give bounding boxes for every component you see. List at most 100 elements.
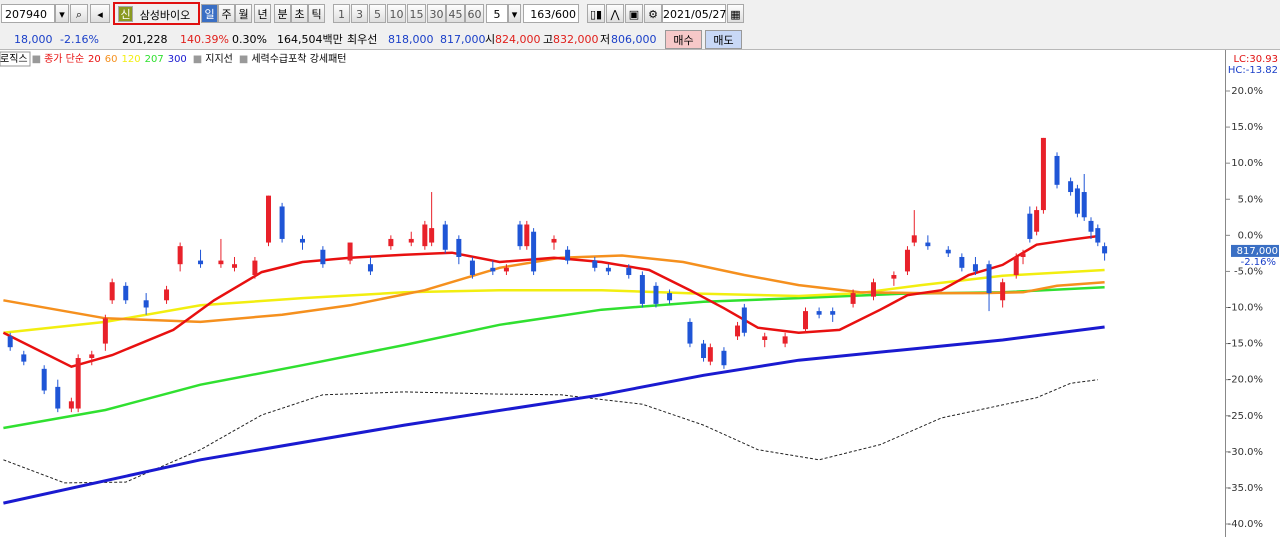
legend-marker: ■ — [239, 54, 248, 65]
candle-body — [1020, 253, 1026, 257]
candle-body — [707, 347, 713, 362]
tool-icon[interactable]: ▯▮ — [587, 4, 605, 23]
candle-body — [972, 264, 978, 272]
sound-button[interactable]: ◂ — [90, 4, 110, 23]
legend: 로직스 ■ 종가 단순 20 60 120 207 300 ■ 지지선 ■ 세력수급포착 강세패턴 — [0, 53, 347, 65]
candle-body — [592, 260, 598, 268]
candle-body — [55, 386, 61, 409]
candle-body — [945, 249, 951, 254]
candle-body — [123, 285, 129, 301]
buy-button[interactable]: 매수 — [665, 30, 702, 49]
period-button[interactable]: 분 — [274, 4, 291, 23]
candle-body — [816, 311, 822, 315]
y-tick-label: -30.0% — [1228, 447, 1263, 458]
interval-button[interactable]: 1 — [333, 4, 350, 23]
candle-body — [41, 368, 47, 391]
period-button[interactable]: 월 — [235, 4, 252, 23]
y-tick-label: 5.0% — [1238, 194, 1263, 205]
candle-body — [109, 282, 115, 301]
candle-body — [639, 275, 645, 304]
legend-marker: ■ — [193, 54, 202, 65]
candle-body — [68, 401, 74, 409]
hc-label: HC:-13.82 — [1228, 65, 1278, 76]
candle-body — [143, 300, 149, 308]
interval-button[interactable]: 15 — [407, 4, 426, 23]
interval-button[interactable]: 10 — [387, 4, 406, 23]
candle-body — [232, 264, 238, 268]
count-select[interactable]: 5 — [486, 4, 508, 23]
candle-body — [320, 249, 326, 265]
candle-body — [959, 256, 965, 268]
tool-icon[interactable]: ▣ — [625, 4, 643, 23]
info-change: 18,000 — [14, 33, 53, 46]
date-input[interactable]: 2021/05/27 — [662, 4, 726, 23]
info-best-ask: 818,000 — [388, 33, 434, 46]
legend-entry: 60 — [105, 54, 118, 65]
legend-prefix: 로직스 — [0, 53, 28, 65]
candle-body — [830, 311, 836, 315]
candle-body — [1088, 220, 1094, 232]
code-input[interactable]: 207940 — [1, 4, 55, 23]
new-badge: 신 — [118, 6, 133, 22]
legend-entry: 207 — [145, 54, 164, 65]
dropdown[interactable]: ▾ — [508, 4, 521, 23]
y-tick-label: -40.0% — [1228, 519, 1263, 530]
y-tick-label: -35.0% — [1228, 483, 1263, 494]
candle-body — [1068, 181, 1074, 193]
interval-button[interactable]: 5 — [369, 4, 386, 23]
info-low-label: 저 — [600, 33, 611, 46]
tool-icon[interactable]: ⋀ — [606, 4, 624, 23]
change-label: -2.16% — [1241, 257, 1276, 268]
candle-body — [911, 235, 917, 243]
axis-panel — [1225, 50, 1280, 537]
y-tick-label: -10.0% — [1228, 303, 1263, 314]
stock-name: 삼성바이오 — [139, 9, 191, 22]
candle-body — [517, 224, 523, 247]
candle-body — [701, 343, 707, 359]
candle-body — [1074, 188, 1080, 214]
calendar-button[interactable]: ▦ — [727, 4, 744, 23]
info-high: 832,000 — [553, 33, 599, 46]
interval-button[interactable]: 45 — [446, 4, 465, 23]
candle-body — [198, 260, 204, 265]
candle-body — [904, 249, 910, 272]
ma-line — [3, 325, 1105, 505]
interval-button[interactable]: 60 — [465, 4, 484, 23]
candle-body — [490, 267, 496, 272]
search-button[interactable]: ⌕ — [70, 4, 88, 23]
interval-button[interactable]: 30 — [427, 4, 446, 23]
info-best-bid: 817,000 — [440, 33, 486, 46]
candle-body — [667, 293, 673, 301]
info-turnover: 0.30% — [232, 33, 267, 46]
candle-body — [218, 260, 224, 265]
ma-line — [2, 234, 1098, 369]
candle-body — [626, 267, 632, 276]
candle-body — [605, 267, 611, 272]
range: 163/600 — [523, 4, 579, 23]
period-button[interactable]: 일 — [201, 4, 218, 23]
candle-body — [469, 260, 475, 276]
candle-body — [803, 311, 809, 330]
candle-body — [367, 264, 373, 272]
period-button[interactable]: 년 — [254, 4, 271, 23]
legend-marker: ■ — [32, 54, 41, 65]
info-volume: 201,228 — [122, 33, 168, 46]
candle-body — [653, 285, 659, 304]
sell-button[interactable]: 매도 — [705, 30, 742, 49]
candle-body — [102, 318, 108, 344]
candle-body — [735, 325, 741, 337]
tool-icon[interactable]: ⚙ — [644, 4, 662, 23]
candle-body — [21, 354, 27, 362]
candle-body — [347, 242, 353, 261]
period-button[interactable]: 주 — [218, 4, 235, 23]
period-button[interactable]: 틱 — [308, 4, 325, 23]
y-tick-label: -15.0% — [1228, 339, 1263, 350]
period-button[interactable]: 초 — [291, 4, 308, 23]
candle-body — [986, 264, 992, 294]
price-label: 817,000 — [1237, 246, 1278, 257]
interval-button[interactable]: 3 — [351, 4, 368, 23]
y-tick-label: -25.0% — [1228, 411, 1263, 422]
dropdown[interactable]: ▾ — [55, 4, 69, 23]
